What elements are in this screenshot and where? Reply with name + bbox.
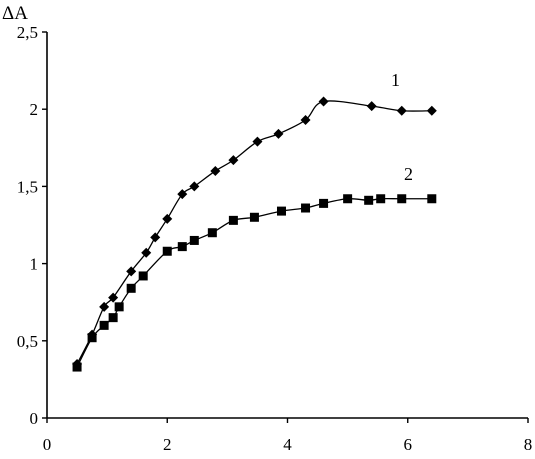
data-point-square	[108, 313, 118, 323]
data-point-square	[138, 271, 148, 281]
data-point-diamond	[300, 115, 311, 126]
data-point-square	[87, 333, 97, 343]
data-point-diamond	[141, 247, 152, 258]
data-point-diamond	[318, 96, 329, 107]
data-point-square	[72, 362, 82, 372]
x-tick-label: 0	[43, 435, 52, 454]
data-point-diamond	[366, 101, 377, 112]
series-label-2: 2	[404, 164, 413, 184]
y-tick-label: 2,5	[17, 23, 38, 42]
data-point-square	[99, 320, 109, 330]
y-tick-label: 1	[30, 255, 39, 274]
data-point-square	[397, 194, 407, 204]
data-point-square	[427, 194, 437, 204]
data-point-square	[319, 198, 329, 208]
data-point-diamond	[99, 301, 110, 312]
x-tick-label: 8	[524, 435, 533, 454]
data-point-square	[177, 242, 187, 252]
series-label-1: 1	[391, 70, 400, 90]
data-point-diamond	[426, 105, 437, 116]
data-point-square	[189, 235, 199, 245]
data-point-square	[114, 302, 124, 312]
data-point-square	[276, 206, 286, 216]
data-point-diamond	[396, 105, 407, 116]
data-point-square	[126, 283, 136, 293]
x-tick-label: 6	[404, 435, 413, 454]
data-point-square	[301, 203, 311, 213]
series-2	[72, 194, 437, 372]
data-point-diamond	[252, 136, 263, 147]
data-point-square	[162, 246, 172, 256]
series-layer: 12	[72, 70, 437, 372]
series-1	[72, 96, 437, 369]
y-tick-label: 0,5	[17, 332, 38, 351]
y-axis-title: ΔA	[2, 3, 28, 24]
data-point-square	[249, 212, 259, 222]
y-tick-label: 2	[30, 100, 39, 119]
data-point-diamond	[189, 181, 200, 192]
data-point-diamond	[108, 292, 119, 303]
data-point-diamond	[162, 213, 173, 224]
data-point-square	[364, 195, 374, 205]
data-point-square	[343, 194, 353, 204]
data-point-diamond	[177, 189, 188, 200]
x-tick-label: 2	[163, 435, 172, 454]
data-point-square	[376, 194, 386, 204]
data-point-diamond	[273, 128, 284, 139]
series-line-2	[76, 197, 432, 368]
data-point-diamond	[150, 232, 161, 243]
data-point-diamond	[228, 155, 239, 166]
y-tick-label: 1,5	[17, 177, 38, 196]
x-tick-label: 4	[283, 435, 292, 454]
data-point-square	[228, 215, 238, 225]
data-point-diamond	[210, 165, 221, 176]
y-tick-label: 0	[30, 409, 39, 428]
ticks: 0 0,5 1 1,5 2 2,5 0 2 4 6 8	[17, 23, 533, 454]
data-point-diamond	[126, 266, 137, 277]
data-point-square	[207, 228, 217, 238]
axes	[46, 32, 528, 419]
